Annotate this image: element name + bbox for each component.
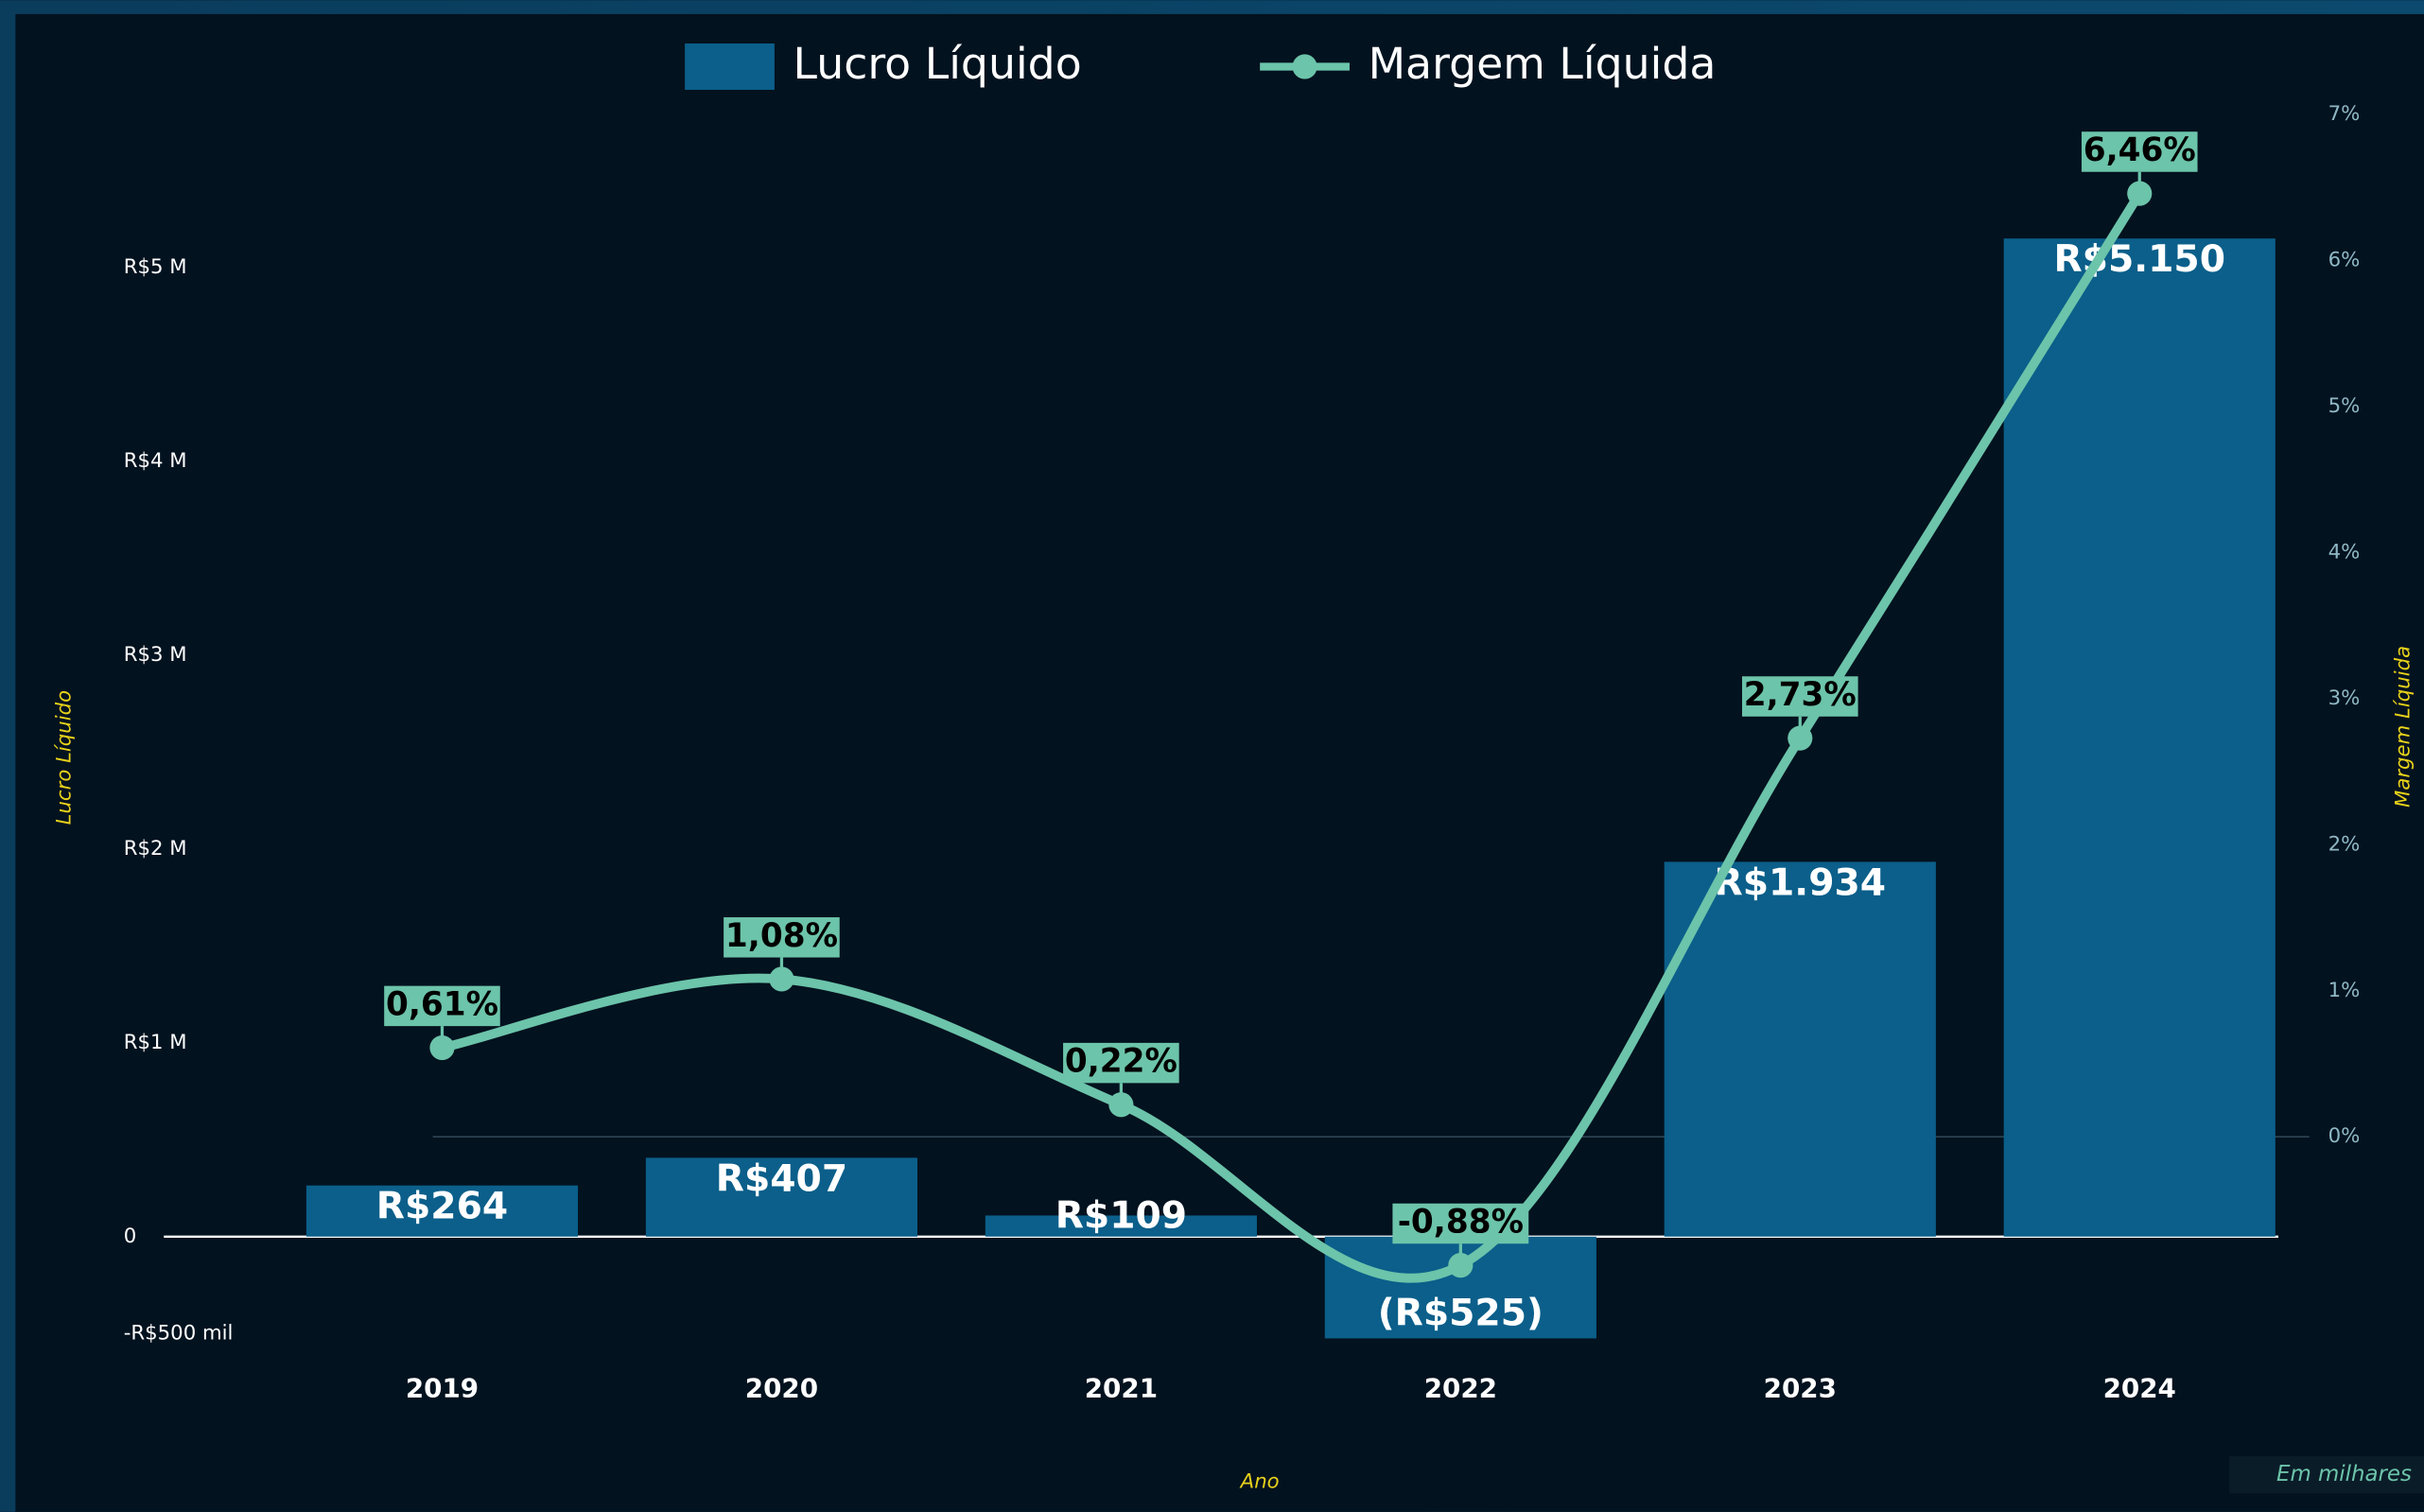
x-tick-label: 2019 — [406, 1373, 479, 1404]
x-tick-label: 2023 — [1764, 1373, 1837, 1404]
note: Em milhares — [2276, 1462, 2412, 1486]
bar-value-label: (R$525) — [1378, 1292, 1543, 1334]
x-tick-label: 2024 — [2103, 1373, 2176, 1404]
y2-axis-title: Margem Líquida — [2392, 646, 2415, 808]
line-label-box — [724, 917, 840, 958]
line-value-label: 6,46% — [2084, 131, 2196, 169]
y2-tick-label: 4% — [2328, 541, 2361, 565]
line-value-label: 0,22% — [1065, 1043, 1177, 1081]
bar — [645, 1157, 918, 1237]
line-label-box — [384, 985, 500, 1027]
x-tick-label: 2021 — [1085, 1373, 1158, 1404]
line-label-box — [1063, 1042, 1179, 1084]
x-axis-title: Ano — [1239, 1470, 1280, 1494]
legend-label: Margem Líquida — [1369, 39, 1717, 89]
y-tick-label: R$2 M — [124, 837, 187, 860]
bar-value-label: R$264 — [376, 1186, 508, 1228]
y-tick-label: R$3 M — [124, 643, 187, 667]
y-tick-label: -R$500 mil — [124, 1321, 234, 1345]
y-tick-label: R$5 M — [124, 255, 187, 279]
y2-tick-label: 6% — [2328, 249, 2361, 272]
line-value-label: 0,61% — [386, 985, 498, 1023]
y2-tick-label: 1% — [2328, 979, 2361, 1002]
y-tick-label: 0 — [124, 1225, 137, 1248]
bar-value-label: R$407 — [716, 1157, 847, 1200]
y-axis-title: Lucro Líquido — [53, 690, 77, 825]
y2-tick-label: 0% — [2328, 1124, 2361, 1148]
note-background — [2229, 1455, 2424, 1494]
legend-marker — [1292, 54, 1317, 79]
y2-tick-label: 3% — [2328, 686, 2361, 710]
bar — [2003, 238, 2276, 1237]
x-tick-label: 2022 — [1424, 1373, 1497, 1404]
bar — [305, 1185, 579, 1237]
line-label-box — [1741, 676, 1858, 717]
y2-tick-label: 2% — [2328, 832, 2361, 856]
x-tick-label: 2020 — [745, 1373, 818, 1404]
line-label-box — [2081, 131, 2198, 172]
bar-value-label: R$109 — [1055, 1195, 1187, 1238]
y-tick-label: R$4 M — [124, 449, 187, 473]
bar — [1664, 861, 1936, 1237]
y2-tick-label: 5% — [2328, 394, 2361, 418]
y-tick-label: R$1 M — [124, 1031, 187, 1054]
y2-tick-label: 7% — [2328, 102, 2361, 126]
line-value-label: -0,88% — [1398, 1203, 1524, 1241]
bar — [985, 1215, 1257, 1237]
line-value-label: 2,73% — [1744, 676, 1857, 714]
legend-label: Lucro Líquido — [793, 39, 1082, 89]
line-label-box — [1392, 1203, 1529, 1244]
line-value-label: 1,08% — [725, 917, 838, 955]
bar-value-label: R$5.150 — [2053, 238, 2225, 281]
legend-swatch — [685, 43, 775, 91]
bar-value-label: R$1.934 — [1715, 861, 1887, 904]
